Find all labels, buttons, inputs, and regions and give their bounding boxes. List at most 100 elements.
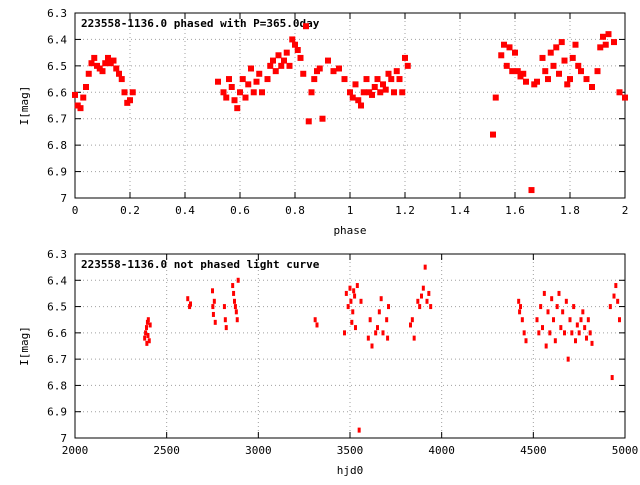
phased-chart-point bbox=[547, 49, 554, 56]
unphased-chart-ytick-label: 6.8 bbox=[47, 379, 67, 392]
phased-chart-point bbox=[550, 62, 557, 69]
phased-chart-point bbox=[105, 54, 111, 61]
unphased-chart-point bbox=[144, 330, 148, 336]
phased-chart-xtick-label: 1.8 bbox=[560, 204, 580, 217]
phased-chart-point bbox=[498, 52, 505, 59]
unphased-chart-point bbox=[539, 304, 543, 310]
phased-chart-point bbox=[564, 81, 571, 88]
unphased-chart-frame bbox=[74, 253, 626, 439]
phased-chart-point bbox=[270, 57, 276, 64]
phased-chart-point bbox=[256, 70, 263, 77]
phased-chart-point bbox=[305, 118, 312, 125]
phased-chart-point bbox=[380, 81, 386, 88]
phased-chart-point bbox=[118, 76, 125, 83]
phased-chart-xtick-label: 0.8 bbox=[285, 204, 305, 217]
phased-chart-point bbox=[523, 78, 529, 85]
phased-chart-point bbox=[294, 47, 301, 53]
phased-chart-point bbox=[503, 62, 510, 69]
unphased-chart-point bbox=[188, 304, 192, 310]
unphased-chart-point bbox=[376, 325, 379, 331]
unphased-chart-point bbox=[416, 298, 420, 304]
phased-chart-point bbox=[129, 89, 136, 96]
unphased-chart-point bbox=[583, 325, 587, 331]
unphased-chart-point bbox=[232, 290, 236, 296]
phased-chart-ytick-label: 6.3 bbox=[47, 7, 67, 20]
phased-chart-point bbox=[245, 81, 252, 88]
phased-chart-point bbox=[242, 94, 249, 101]
unphased-chart-point bbox=[420, 293, 423, 299]
phased-chart-ytick-label: 6.9 bbox=[47, 166, 67, 179]
phased-chart-point bbox=[99, 68, 106, 75]
phased-chart-point bbox=[528, 187, 535, 194]
unphased-chart-ytick-label: 7 bbox=[60, 432, 67, 445]
unphased-chart-point bbox=[588, 330, 592, 336]
unphased-chart-point bbox=[222, 304, 226, 310]
phased-chart-point bbox=[363, 76, 370, 83]
unphased-chart-point bbox=[148, 322, 152, 328]
phased-chart-point bbox=[325, 57, 331, 64]
phased-chart-point bbox=[556, 70, 562, 77]
phased-chart-point bbox=[237, 89, 243, 96]
unphased-chart-xtick-label: 3000 bbox=[245, 444, 272, 457]
unphased-chart-point bbox=[143, 335, 147, 341]
phased-chart-point bbox=[259, 89, 265, 96]
phased-chart-point bbox=[399, 89, 406, 96]
unphased-chart-point bbox=[145, 340, 149, 346]
unphased-chart-point bbox=[575, 322, 579, 328]
phased-chart-point bbox=[292, 41, 298, 48]
unphased-chart-point bbox=[355, 283, 359, 289]
phased-chart-point bbox=[382, 86, 389, 93]
phased-chart-point bbox=[534, 78, 540, 85]
phased-chart-xtick-label: 0 bbox=[72, 204, 79, 217]
phased-chart-point bbox=[567, 76, 573, 83]
phased-chart-ytick-label: 6.8 bbox=[47, 139, 67, 152]
unphased-chart-point bbox=[235, 317, 239, 323]
unphased-chart-point bbox=[313, 317, 317, 323]
unphased-chart-point bbox=[381, 330, 385, 336]
phased-chart-point bbox=[396, 76, 403, 83]
phased-chart-ytick-label: 6.4 bbox=[47, 33, 67, 46]
phased-chart-point bbox=[611, 39, 617, 46]
phased-chart-point bbox=[300, 70, 307, 77]
phased-chart-point bbox=[506, 44, 513, 51]
phased-chart-point bbox=[253, 78, 260, 85]
unphased-chart-point bbox=[315, 322, 319, 328]
unphased-chart-ytick-label: 6.9 bbox=[47, 406, 67, 419]
unphased-chart-point bbox=[146, 317, 150, 323]
phased-chart-point bbox=[88, 60, 95, 67]
phased-chart-point bbox=[286, 62, 293, 69]
unphased-chart-point bbox=[410, 317, 414, 323]
unphased-chart-point bbox=[211, 311, 215, 317]
unphased-chart-point bbox=[535, 317, 539, 323]
phased-chart-point bbox=[371, 84, 378, 90]
phased-chart-point bbox=[616, 89, 623, 96]
unphased-chart-point bbox=[368, 317, 372, 323]
phased-chart-point bbox=[377, 89, 384, 96]
phased-chart-point bbox=[311, 76, 318, 83]
unphased-chart-point bbox=[570, 330, 574, 336]
unphased-chart-point bbox=[552, 317, 555, 323]
unphased-chart-xtick-label: 2000 bbox=[62, 444, 89, 457]
unphased-chart-point bbox=[524, 338, 528, 344]
unphased-chart-point bbox=[618, 317, 621, 323]
unphased-chart-point bbox=[585, 335, 588, 341]
unphased-chart-point bbox=[541, 325, 544, 331]
phased-chart-point bbox=[600, 33, 606, 40]
phased-chart-point bbox=[341, 76, 348, 83]
phased-chart-point bbox=[388, 76, 395, 83]
phased-chart-point bbox=[589, 84, 595, 90]
unphased-chart-point bbox=[189, 301, 192, 307]
phased-chart-point bbox=[402, 54, 408, 61]
phased-chart-point bbox=[308, 89, 315, 96]
unphased-chart-point bbox=[612, 293, 616, 299]
unphased-chart-point bbox=[518, 309, 522, 315]
phased-chart-point bbox=[542, 68, 549, 75]
phased-chart-xtick-label: 0.6 bbox=[230, 204, 250, 217]
unphased-chart-point bbox=[357, 427, 361, 433]
unphased-chart-point bbox=[370, 343, 374, 349]
phased-chart-point bbox=[360, 89, 367, 96]
phased-chart-xtick-label: 0.2 bbox=[120, 204, 140, 217]
phased-chart-point bbox=[267, 62, 274, 69]
